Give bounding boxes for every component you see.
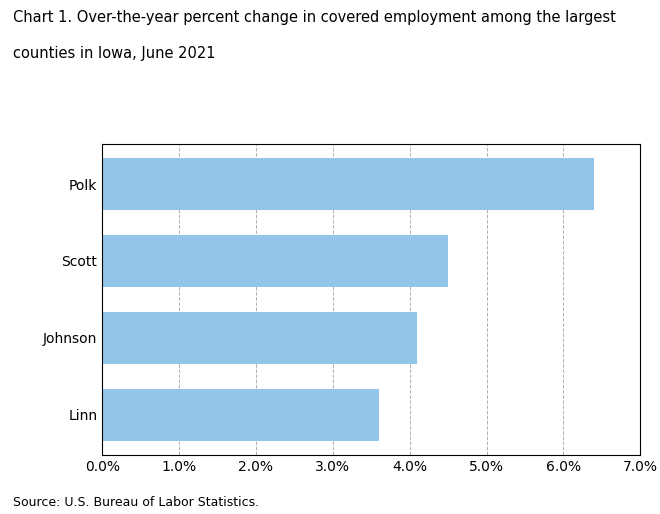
Bar	[102, 158, 594, 210]
Text: Chart 1. Over-the-year percent change in covered employment among the largest: Chart 1. Over-the-year percent change in…	[13, 10, 616, 25]
Text: Source: U.S. Bureau of Labor Statistics.: Source: U.S. Bureau of Labor Statistics.	[13, 496, 259, 509]
Bar	[102, 235, 448, 287]
Bar	[102, 311, 417, 364]
Text: counties in Iowa, June 2021: counties in Iowa, June 2021	[13, 46, 216, 61]
Bar	[102, 389, 379, 441]
